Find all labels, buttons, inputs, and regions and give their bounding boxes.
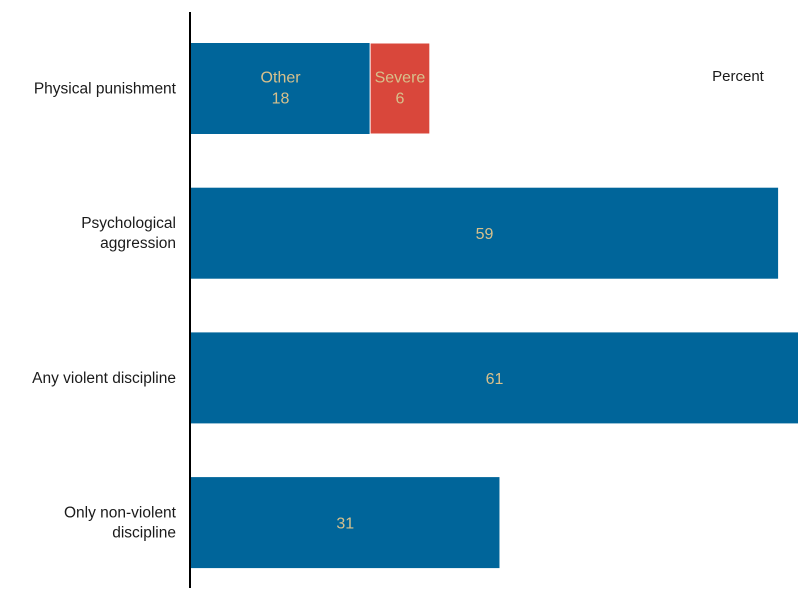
- unit-label: Percent: [712, 68, 765, 85]
- category-label: Only non-violent discipline: [64, 505, 177, 542]
- bar-other: [191, 43, 371, 134]
- bar-other: [191, 477, 500, 569]
- category-label: Any violent discipline: [32, 370, 176, 387]
- category-label: Psychological aggression: [81, 215, 176, 252]
- data-label: 59: [476, 226, 494, 243]
- category-label: Physical punishment: [34, 81, 177, 98]
- bar-other: [191, 332, 798, 424]
- data-label: 61: [486, 371, 504, 388]
- data-label: Severe 6: [375, 70, 426, 108]
- bar-severe: [369, 42, 431, 135]
- data-label: 31: [336, 516, 354, 533]
- labels-layer: Physical punishment Other 18 Severe 6 Psychol…: [32, 70, 503, 542]
- data-label: Other 18: [261, 70, 302, 108]
- bar-other: [191, 187, 779, 279]
- bars-layer: [191, 42, 798, 569]
